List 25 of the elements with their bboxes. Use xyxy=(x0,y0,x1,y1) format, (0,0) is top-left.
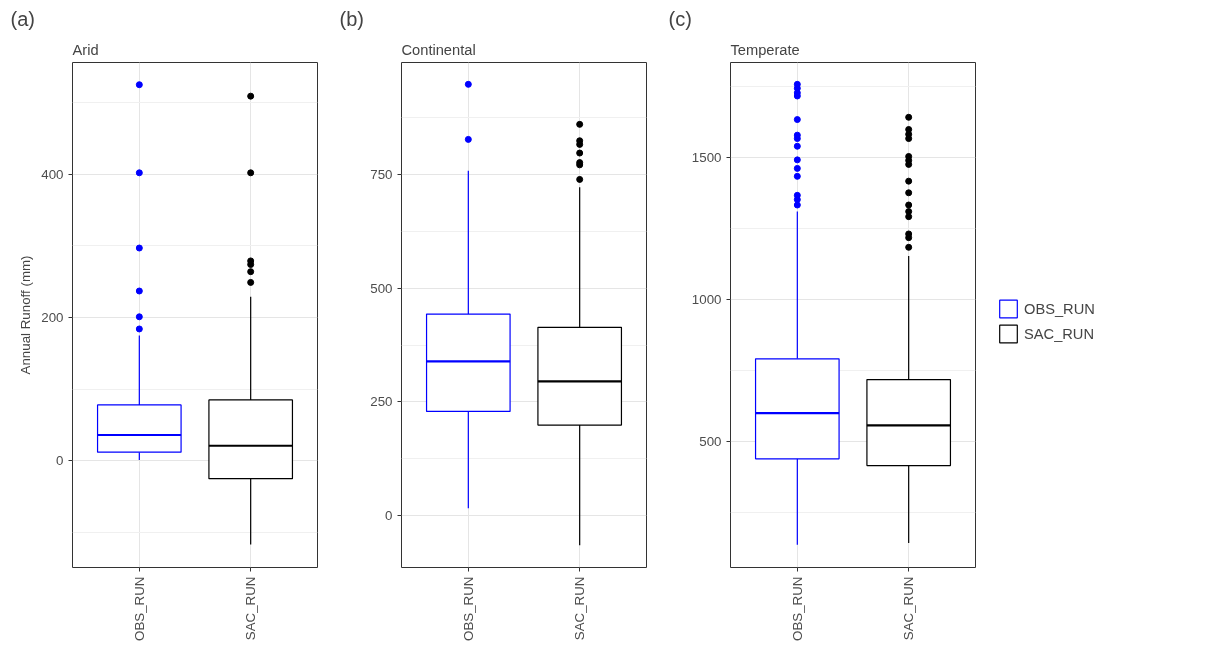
x-tick-label: OBS_RUN xyxy=(789,576,805,641)
y-tick-label: 500 xyxy=(699,433,722,449)
chart-subtitle: Temperate xyxy=(730,41,800,58)
legend-label: OBS_RUN xyxy=(1024,300,1095,316)
chart-title: (b) xyxy=(339,7,364,30)
legend-label: SAC_RUN xyxy=(1024,325,1095,341)
chart-title: (a) xyxy=(10,7,35,30)
y-tick-label: 250 xyxy=(370,394,393,410)
y-axis-title: Annual Runoff (mm) xyxy=(18,255,34,375)
x-tick-label: OBS_RUN xyxy=(131,576,147,641)
x-tick-label: OBS_RUN xyxy=(460,576,476,641)
y-tick-label: 0 xyxy=(56,453,64,469)
y-tick-label: 1000 xyxy=(691,291,722,307)
y-tick-label: 0 xyxy=(385,508,393,524)
chart-subtitle: Continental xyxy=(401,41,476,58)
y-tick-label: 750 xyxy=(370,166,393,182)
x-tick-label: SAC_RUN xyxy=(901,576,917,641)
chart-title: (c) xyxy=(668,7,692,30)
y-tick-label: 500 xyxy=(370,280,393,296)
y-tick-label: 400 xyxy=(41,166,64,182)
x-tick-label: SAC_RUN xyxy=(572,576,588,641)
x-tick-label: SAC_RUN xyxy=(243,576,259,641)
y-tick-label: 200 xyxy=(41,310,64,326)
y-tick-label: 1500 xyxy=(691,149,722,165)
chart-subtitle: Arid xyxy=(72,41,99,58)
